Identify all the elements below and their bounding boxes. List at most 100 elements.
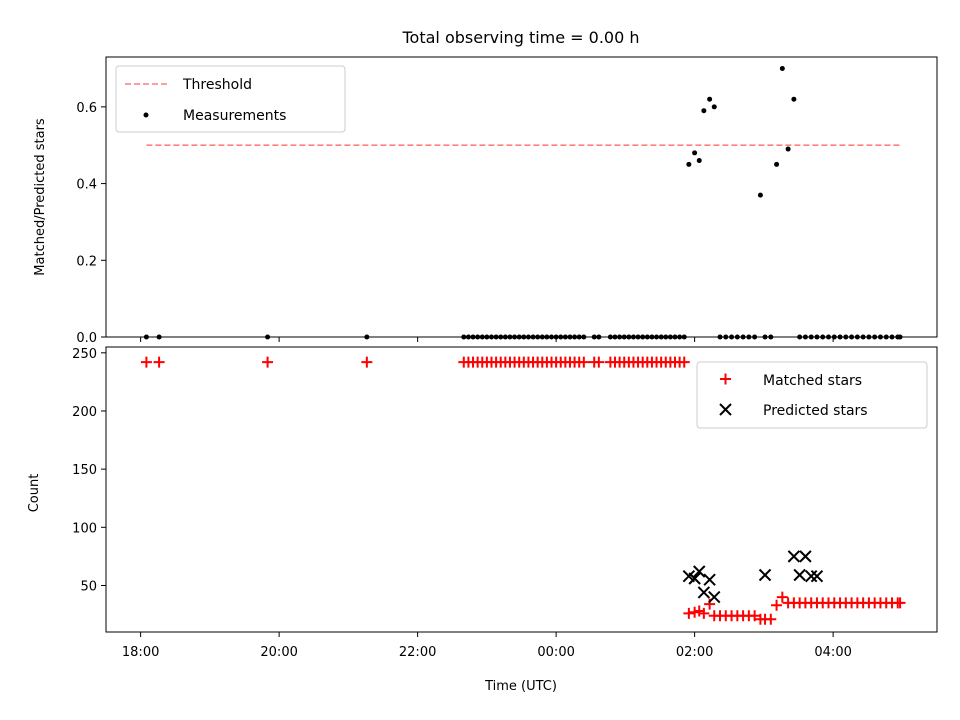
matched-star-marker: [771, 599, 783, 611]
bottom-y-tick-label: 100: [72, 521, 97, 536]
top-y-tick-label: 0.2: [76, 254, 97, 269]
measurement-point: [493, 334, 499, 340]
x-tick-label: 18:00: [122, 645, 159, 660]
matched-stars-legend-label: Matched stars: [763, 373, 862, 389]
measurement-point: [498, 334, 504, 340]
measurement-point: [649, 334, 655, 340]
matched-star-marker: [749, 610, 761, 622]
top-y-axis-label: Matched/Predicted stars: [33, 118, 48, 276]
measurement-point: [826, 334, 832, 340]
bottom-y-tick-label: 150: [72, 463, 97, 478]
predicted-star-marker: [693, 565, 706, 578]
x-tick-label: 20:00: [260, 645, 297, 660]
predicted-stars-legend-swatch: [719, 403, 732, 416]
measurement-point: [635, 334, 641, 340]
measurement-point: [774, 161, 780, 167]
measurement-point: [465, 334, 471, 340]
x-tick-label: 04:00: [814, 645, 851, 660]
measurement-point: [681, 334, 687, 340]
measurement-point: [572, 334, 578, 340]
measurement-point: [729, 334, 735, 340]
measurements-legend-label: Measurements: [183, 108, 286, 124]
measurement-point: [746, 334, 752, 340]
measurement-point: [889, 334, 895, 340]
measurement-point: [617, 334, 623, 340]
measurement-point: [860, 334, 866, 340]
measurement-point: [535, 334, 541, 340]
measurement-point: [711, 104, 717, 110]
matched-star-marker: [578, 356, 590, 368]
measurement-point: [717, 334, 723, 340]
measurement-point: [785, 146, 791, 152]
measurement-point: [663, 334, 669, 340]
measurement-point: [672, 334, 678, 340]
measurement-point: [364, 334, 370, 340]
measurement-point: [686, 161, 692, 167]
measurement-point: [797, 334, 803, 340]
measurement-point: [677, 334, 683, 340]
measurement-point: [553, 334, 559, 340]
measurement-point: [768, 334, 774, 340]
x-tick-label: 00:00: [537, 645, 574, 660]
measurement-point: [488, 334, 494, 340]
top-legend-box: [115, 65, 346, 133]
measurement-point: [734, 334, 740, 340]
matched-star-marker: [765, 613, 777, 625]
predicted-star-marker: [703, 573, 716, 586]
x-axis-label: Time (UTC): [484, 679, 557, 694]
measurement-point: [831, 334, 837, 340]
measurement-point: [475, 334, 481, 340]
measurement-point: [539, 334, 545, 340]
predicted-star-marker: [688, 572, 701, 585]
threshold-legend-label: Threshold: [182, 77, 252, 93]
matched-star-marker: [776, 591, 788, 603]
measurement-point: [516, 334, 522, 340]
measurement-point: [607, 334, 613, 340]
matched-star-marker: [140, 356, 152, 368]
measurement-point: [525, 334, 531, 340]
measurement-point: [612, 334, 618, 340]
measurement-point: [567, 334, 573, 340]
matched-star-marker: [698, 607, 710, 619]
matched-stars-legend-swatch: [720, 373, 731, 385]
matched-star-marker: [262, 356, 274, 368]
measurement-point: [707, 96, 713, 102]
x-tick-label: 22:00: [399, 645, 436, 660]
measurement-point: [644, 334, 650, 340]
measurement-point: [265, 334, 271, 340]
predicted-star-marker: [810, 569, 824, 583]
measurement-point: [521, 334, 527, 340]
measurement-point: [143, 334, 149, 340]
matched-star-marker: [361, 356, 373, 368]
measurement-point: [843, 334, 849, 340]
measurement-point: [757, 192, 763, 198]
measurement-point: [791, 96, 797, 102]
measurement-point: [654, 334, 660, 340]
predicted-star-marker: [804, 569, 818, 583]
chart-title: Total observing time = 0.00 h: [401, 28, 639, 47]
measurement-point: [872, 334, 878, 340]
measurement-point: [479, 334, 485, 340]
measurement-point: [558, 334, 564, 340]
bottom-legend-box: [696, 361, 928, 429]
measurements-legend-swatch: [143, 112, 149, 118]
measurement-point: [507, 334, 513, 340]
measurement-point: [658, 334, 664, 340]
top-legend: Threshold Measurements: [115, 65, 346, 133]
predicted-star-marker: [793, 568, 806, 582]
measurement-point: [640, 334, 646, 340]
bottom-legend: Matched stars Predicted stars: [696, 361, 928, 429]
measurement-point: [576, 334, 582, 340]
measurement-point: [837, 334, 843, 340]
predicted-star-marker: [787, 550, 801, 563]
measurement-point: [877, 334, 883, 340]
measurement-point: [530, 334, 536, 340]
measurement-point: [667, 334, 673, 340]
measurement-point: [562, 334, 568, 340]
measurement-point: [701, 108, 707, 114]
measurement-point: [849, 334, 855, 340]
x-tick-label: 02:00: [676, 645, 713, 660]
predicted-star-marker: [758, 568, 772, 582]
bottom-y-tick-label: 50: [80, 579, 97, 594]
